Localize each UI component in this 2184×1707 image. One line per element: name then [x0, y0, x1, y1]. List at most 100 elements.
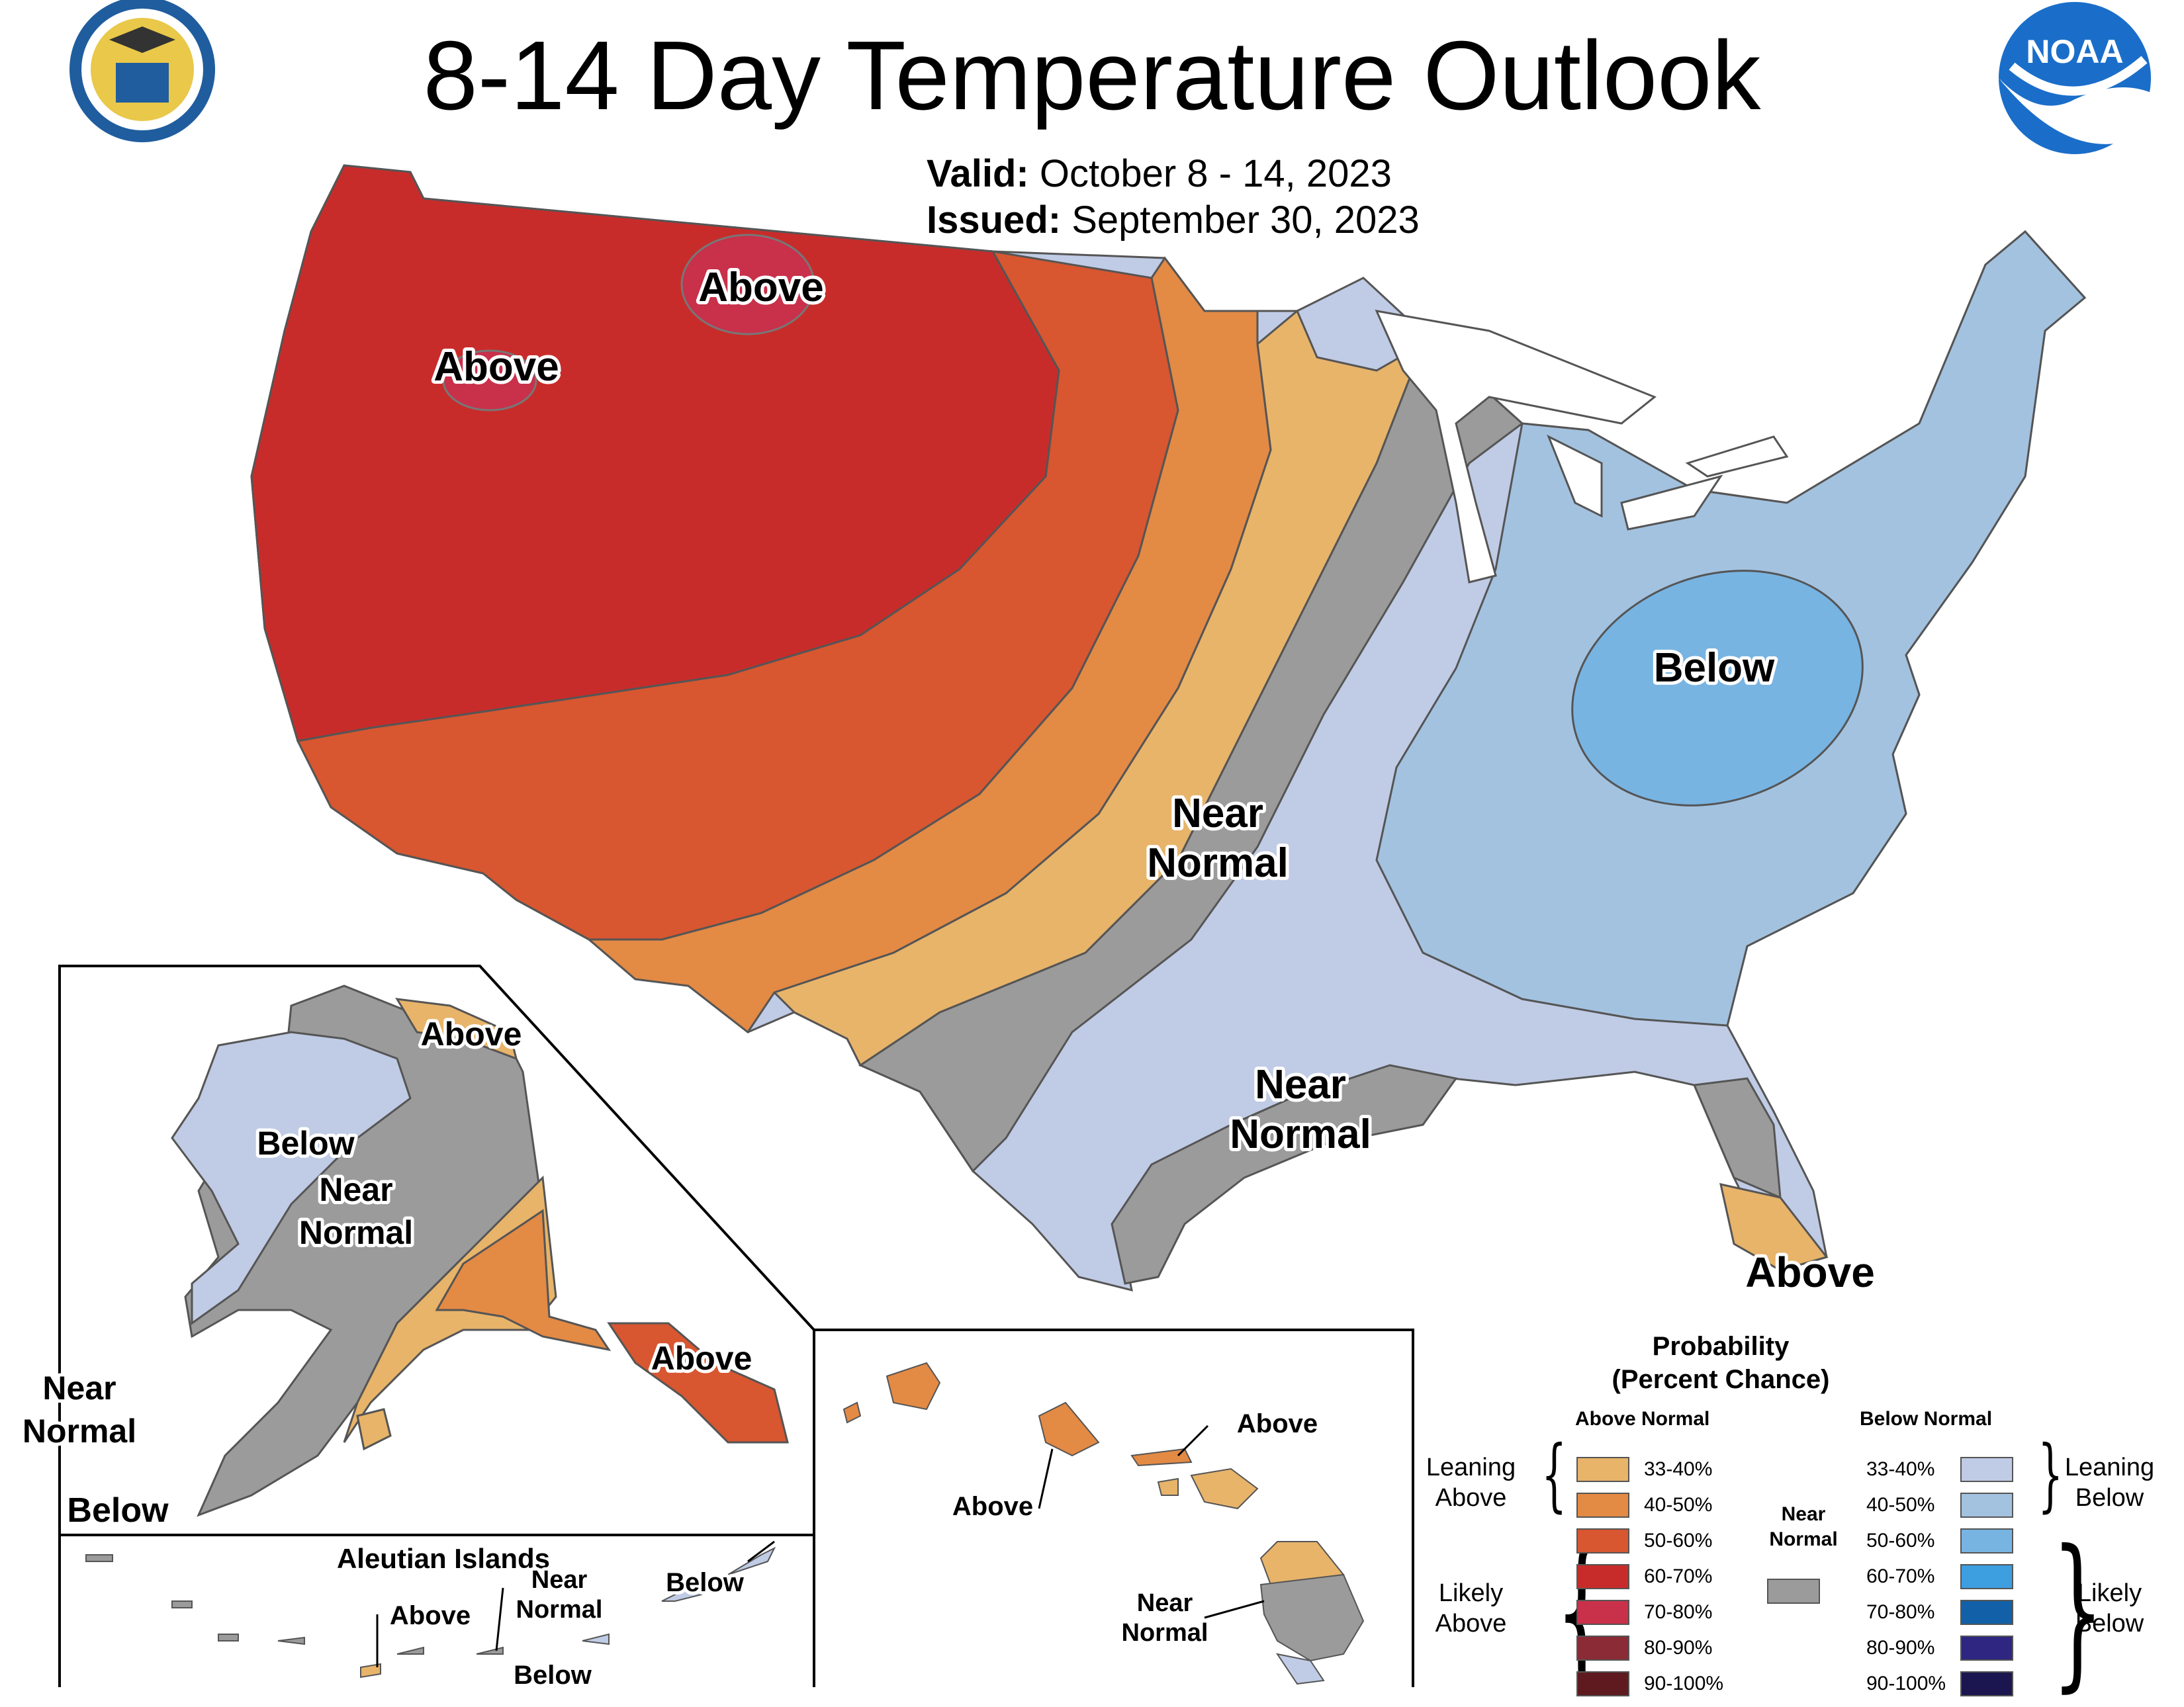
label-near-normal-plains-2: Normal [1147, 840, 1289, 886]
aleutian-below-islands [582, 1546, 776, 1645]
legend-above-label-2: 50-60% [1644, 1530, 1713, 1552]
legend-above-swatch-1 [1576, 1493, 1629, 1518]
label-hawaii-above-east: Above [1237, 1409, 1318, 1438]
label-alaska-above-se: Above [651, 1340, 752, 1377]
legend-above-row-6: 90-100% [1576, 1670, 1730, 1697]
legend-below-label-4: 70-80% [1866, 1601, 1935, 1624]
label-above-montana: Above [698, 265, 823, 310]
legend-brace-leaning-above: { [1541, 1429, 1567, 1521]
hawaii-inset [813, 1329, 1414, 1687]
label-alaska-near-normal-1: Near [319, 1171, 392, 1208]
legend-near-normal-1: Near [1781, 1503, 1826, 1525]
valid-label: Valid: [927, 152, 1029, 195]
conus-below-50-60 [1571, 570, 1864, 807]
legend: Probability (Percent Chance) Above Norma… [1416, 1330, 2177, 1697]
legend-below-row-2: 50-60% [1866, 1527, 2013, 1554]
label-alaska-above-north: Above [421, 1016, 522, 1053]
legend-above-swatch-4 [1576, 1600, 1629, 1626]
label-alaska-near-normal-2: Normal [299, 1214, 413, 1251]
label-above-northwest: Above [433, 344, 559, 390]
noaa-logo-icon: NOAA [1999, 2, 2151, 154]
legend-leaning-above-1: Leaning [1426, 1454, 1516, 1481]
label-aleutian-title: Aleutian Islands [337, 1543, 550, 1574]
label-alaska-near-normal-sw-2: Normal [23, 1413, 136, 1450]
legend-below-label-0: 33-40% [1866, 1458, 1935, 1481]
issued-line: Issued: September 30, 2023 [927, 197, 1420, 243]
legend-likely-above-2: Above [1435, 1610, 1507, 1638]
hawaii-kauai [886, 1362, 941, 1411]
hawaii-big-island-near-normal [1259, 1573, 1365, 1662]
legend-below-header: Below Normal [1860, 1408, 1993, 1430]
alaska-kodiak [356, 1408, 392, 1451]
legend-leaning-above: Leaning Above [1416, 1452, 1525, 1513]
legend-above-label-1: 40-50% [1644, 1494, 1713, 1516]
conus-florida-near-normal [1692, 1077, 1782, 1200]
alaska-above-40-50 [435, 1209, 612, 1352]
legend-below-row-4: 70-80% [1866, 1598, 2013, 1626]
legend-brace-likely-below: } [2051, 1514, 2105, 1707]
legend-title: Probability (Percent Chance) [1582, 1330, 1860, 1396]
legend-above-row-0: 33-40% [1576, 1456, 1730, 1483]
legend-likely-above-1: Likely [1438, 1579, 1504, 1607]
issued-label: Issued: [927, 198, 1062, 241]
legend-above-swatch-6 [1576, 1671, 1629, 1697]
label-alaska-near-normal-sw-1: Near [42, 1370, 116, 1407]
legend-above-swatch-3 [1576, 1564, 1629, 1590]
legend-likely-below: Likely Below [2052, 1578, 2167, 1639]
legend-likely-above: Likely Above [1416, 1578, 1525, 1639]
conus-near-normal-gulf [1111, 1064, 1458, 1285]
legend-below-row-6: 90-100% [1866, 1670, 2013, 1697]
valid-value: October 8 - 14, 2023 [1039, 152, 1392, 195]
legend-below-swatch-5 [1960, 1636, 2013, 1661]
hawaii-maui [1190, 1467, 1259, 1510]
label-near-normal-plains-1: Near [1172, 791, 1263, 836]
great-lakes [1375, 310, 1789, 584]
alaska-above-50-60 [607, 1322, 789, 1444]
legend-above-row-1: 40-50% [1576, 1491, 1730, 1518]
conus-florida-above [1719, 1183, 1829, 1272]
alaska-below-west [171, 1031, 412, 1325]
legend-below-swatch-1 [1960, 1493, 2013, 1518]
legend-above-row-2: 50-60% [1576, 1527, 1730, 1554]
label-aleutian-below-south: Below [514, 1661, 592, 1687]
legend-above-swatch-5 [1576, 1636, 1629, 1661]
hawaii-lanai [1157, 1477, 1179, 1496]
legend-leaning-below-2: Below [2075, 1484, 2144, 1512]
legend-above-swatch-0 [1576, 1457, 1629, 1483]
legend-below-swatch-2 [1960, 1528, 2013, 1554]
label-hawaii-above-west: Above [952, 1492, 1033, 1521]
legend-below-swatch-4 [1960, 1600, 2013, 1626]
legend-above-label-0: 33-40% [1644, 1458, 1713, 1481]
legend-below-swatch-6 [1960, 1671, 2013, 1697]
label-above-florida: Above [1745, 1248, 1875, 1296]
legend-below-row-5: 80-90% [1866, 1634, 2013, 1661]
legend-near-normal: Near Normal [1760, 1502, 1846, 1552]
label-near-normal-gulf-1: Near [1255, 1062, 1346, 1108]
legend-above-row-4: 70-80% [1576, 1598, 1730, 1626]
legend-leaning-above-2: Above [1435, 1484, 1507, 1512]
legend-leaning-below-1: Leaning [2064, 1454, 2155, 1481]
label-aleutian-above: Above [390, 1601, 471, 1630]
aleutian-above-islands [360, 1663, 381, 1679]
legend-below-label-5: 80-90% [1866, 1637, 1935, 1659]
legend-near-normal-swatch [1767, 1579, 1820, 1604]
legend-above-label-4: 70-80% [1644, 1601, 1713, 1624]
legend-brace-leaning-below: } [2038, 1429, 2064, 1521]
legend-below-label-2: 50-60% [1866, 1530, 1935, 1552]
legend-likely-below-2: Below [2075, 1610, 2144, 1638]
hawaii-oahu [1038, 1401, 1100, 1457]
label-aleutian-near-normal-2: Normal [516, 1596, 603, 1624]
legend-above-swatch-2 [1576, 1528, 1629, 1554]
conus [250, 164, 2087, 1292]
conus-above-70-80-montana [680, 234, 815, 335]
commerce-seal-icon [69, 0, 215, 142]
label-hawaii-near-normal-1: Near [1137, 1589, 1193, 1617]
conus-above-60-70 [250, 164, 1060, 742]
legend-title-line-1: Probability [1652, 1332, 1790, 1361]
legend-above-row-3: 60-70% [1576, 1563, 1730, 1590]
alaska-above-north [395, 998, 518, 1061]
label-below-ohio-valley: Below [1654, 645, 1775, 691]
label-aleutian-below-east: Below [666, 1568, 745, 1597]
legend-below-row-0: 33-40% [1866, 1456, 2013, 1483]
legend-above-label-3: 60-70% [1644, 1565, 1713, 1588]
